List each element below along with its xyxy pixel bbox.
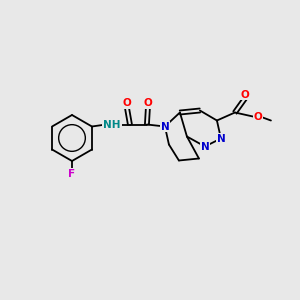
Text: O: O (241, 89, 249, 100)
Text: N: N (217, 134, 225, 143)
Text: NH: NH (103, 119, 121, 130)
Text: N: N (200, 142, 209, 152)
Text: F: F (68, 169, 76, 179)
Text: O: O (143, 98, 152, 109)
Text: N: N (160, 122, 169, 131)
Text: O: O (122, 98, 131, 109)
Text: O: O (254, 112, 262, 122)
